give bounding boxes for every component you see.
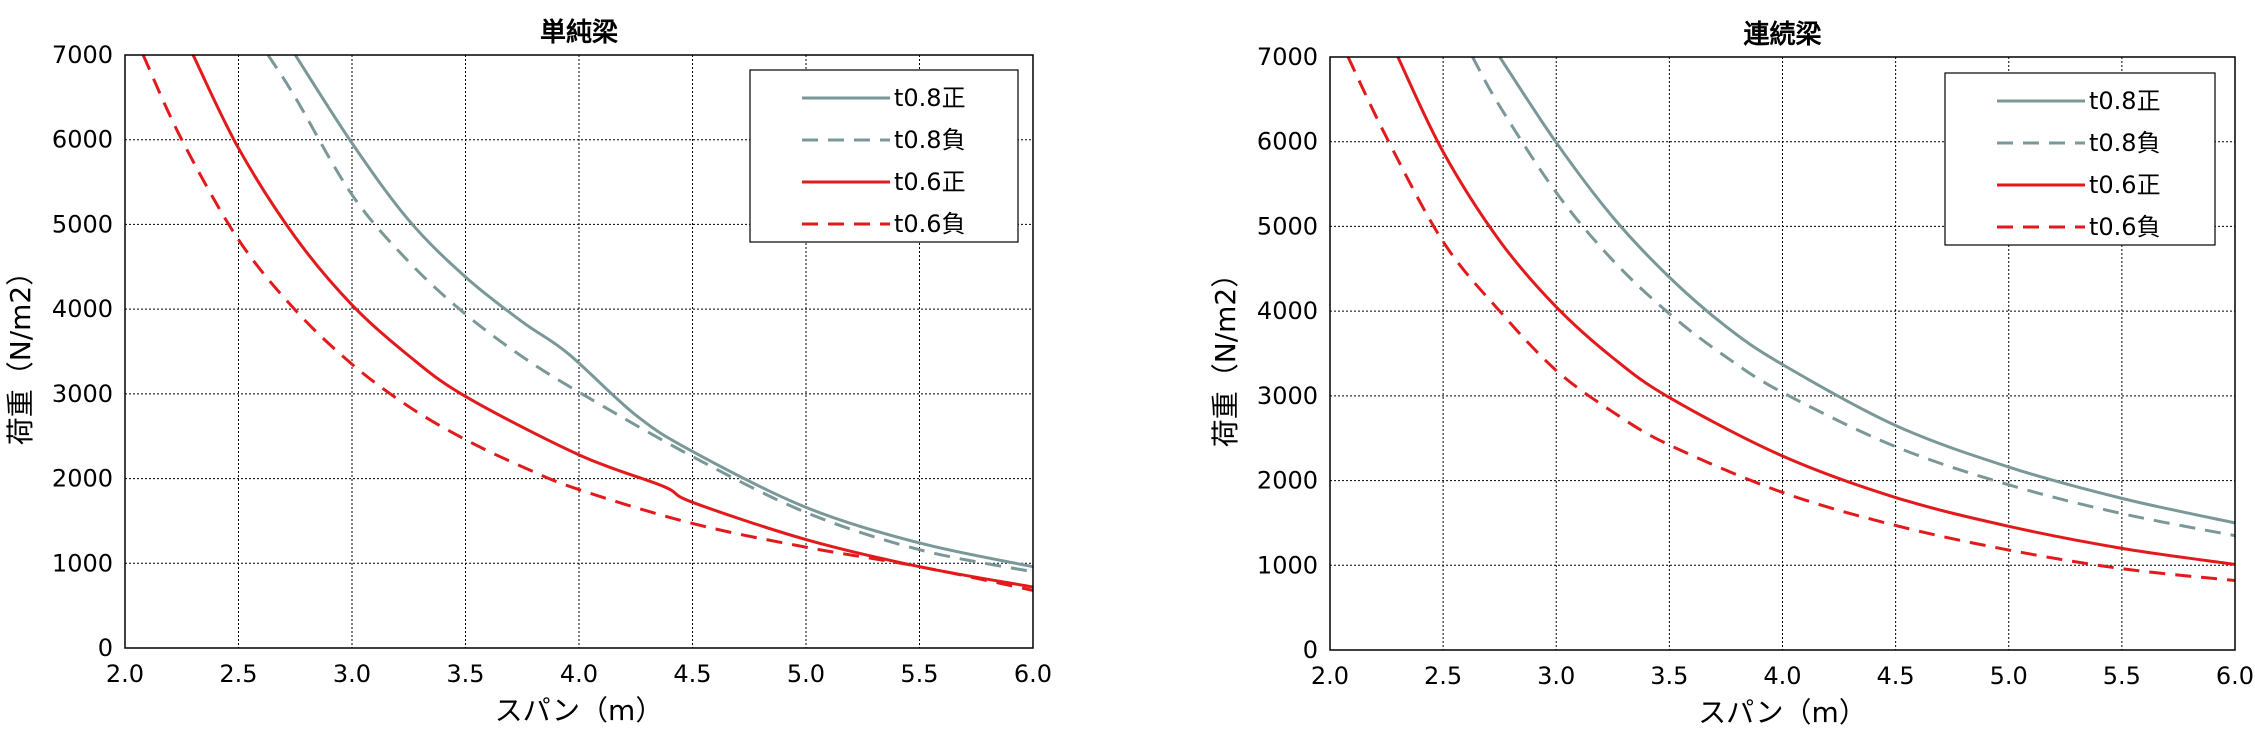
series-line-2 — [1471, 57, 2235, 538]
x-tick-label: 3.5 — [1650, 662, 1688, 690]
x-tick-label: 2.5 — [1424, 662, 1462, 690]
y-tick-label: 6000 — [1257, 128, 1318, 156]
y-tick-label: 2000 — [52, 465, 113, 493]
x-tick-label: 3.5 — [446, 660, 484, 688]
y-axis-label: 荷重（N/m2） — [1209, 260, 1242, 447]
x-tick-label: 3.0 — [1537, 662, 1575, 690]
x-tick-label: 3.0 — [333, 660, 371, 688]
plot-frame — [124, 54, 1034, 649]
series-line-2 — [266, 55, 1033, 574]
y-tick-label: 0 — [1303, 636, 1318, 664]
x-axis-label: スパン（m） — [495, 694, 664, 727]
y-tick-label: 1000 — [52, 549, 113, 577]
legend: t0.8正 t0.8負 t0.6正 t0.6負 — [749, 69, 1019, 243]
y-tick-label: 4000 — [52, 295, 113, 323]
legend-box — [749, 69, 1019, 243]
x-tick-label: 5.0 — [787, 660, 825, 688]
legend-box — [1944, 72, 2216, 246]
legend-entry: t0.6正 — [894, 168, 966, 196]
chart-2: 連続梁 2.0 2.5 3.0 3.5 4.0 4.5 5.0 5.5 6.0 0 1000 2000 3… — [1209, 19, 2254, 729]
x-axis-label: スパン（m） — [1698, 696, 1867, 729]
plot-frame — [1329, 56, 2236, 651]
y-tick-label: 6000 — [52, 126, 113, 154]
y-tick-label: 3000 — [1257, 382, 1318, 410]
y-tick-label: 5000 — [1257, 212, 1318, 240]
y-tick-label: 0 — [98, 634, 113, 662]
y-tick-label: 4000 — [1257, 297, 1318, 325]
y-tick-label: 5000 — [52, 210, 113, 238]
y-tick-label: 2000 — [1257, 467, 1318, 495]
legend-entry: t0.6負 — [894, 210, 966, 238]
legend-entry: t0.6負 — [2089, 213, 2161, 241]
chart-title: 単純梁 — [540, 17, 618, 48]
y-tick-label: 1000 — [1257, 551, 1318, 579]
legend-entry: t0.8正 — [894, 84, 966, 112]
series-line-3 — [191, 55, 1033, 589]
series-line-4 — [141, 55, 1033, 592]
series-line-4 — [1346, 57, 2235, 583]
legend-entry: t0.8負 — [894, 126, 966, 154]
x-tick-label: 4.0 — [1763, 662, 1801, 690]
y-axis-label: 荷重（N/m2） — [4, 258, 37, 445]
legend-entry: t0.6正 — [2089, 171, 2161, 199]
chart-title: 連続梁 — [1743, 19, 1821, 50]
y-tick-label: 7000 — [52, 41, 113, 69]
y-tick-label: 7000 — [1257, 43, 1318, 71]
series-line-3 — [1396, 57, 2235, 566]
x-tick-label: 5.5 — [900, 660, 938, 688]
x-tick-label: 4.0 — [560, 660, 598, 688]
y-tick-label: 3000 — [52, 380, 113, 408]
x-tick-label: 5.0 — [1990, 662, 2028, 690]
chart-1: 単純梁 2.0 2.5 3.0 3.5 4.0 4.5 5.0 5.5 6.0 0 1000 2000 3… — [4, 17, 1052, 727]
legend-entry: t0.8正 — [2089, 87, 2161, 115]
x-tick-label: 6.0 — [1014, 660, 1052, 688]
x-tick-label: 2.0 — [1311, 662, 1349, 690]
x-tick-label: 2.0 — [106, 660, 144, 688]
x-tick-label: 2.5 — [219, 660, 257, 688]
x-tick-label: 4.5 — [673, 660, 711, 688]
x-tick-label: 5.5 — [2103, 662, 2141, 690]
series-line-1 — [1498, 57, 2235, 525]
x-tick-label: 6.0 — [2216, 662, 2254, 690]
legend-entry: t0.8負 — [2089, 129, 2161, 157]
x-tick-label: 4.5 — [1877, 662, 1915, 690]
legend: t0.8正 t0.8負 t0.6正 t0.6負 — [1944, 72, 2216, 246]
series-line-1 — [293, 55, 1033, 569]
